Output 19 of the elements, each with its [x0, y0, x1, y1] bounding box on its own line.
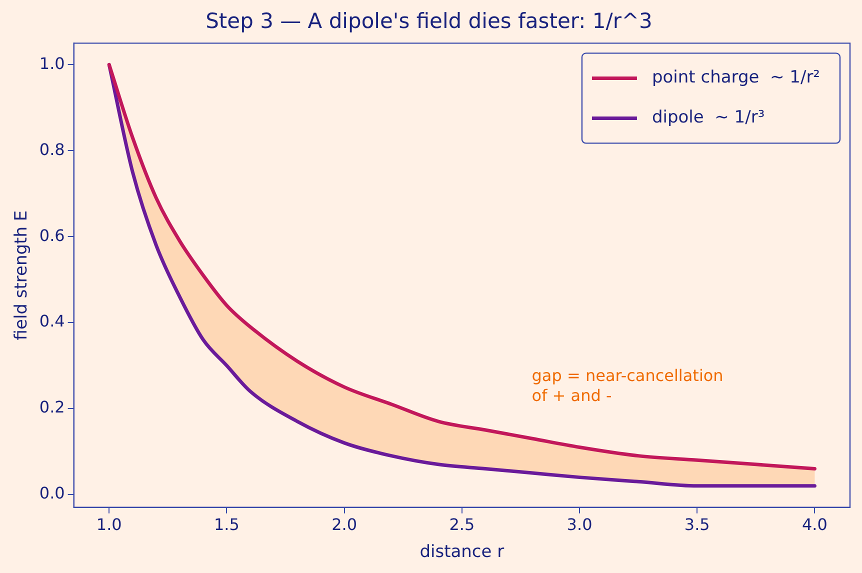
legend-label: dipole ~ 1/r³ — [652, 108, 765, 128]
annotation: gap = near-cancellation of + and - — [532, 366, 724, 405]
x-tick-label: 3.0 — [566, 515, 592, 534]
legend-label: point charge ~ 1/r² — [652, 68, 820, 88]
x-tick-label: 2.0 — [332, 515, 358, 534]
chart-title: Step 3 — A dipole's field dies faster: 1/r^3 — [206, 9, 652, 34]
x-tick-label: 1.5 — [214, 515, 240, 534]
x-tick-label: 2.5 — [449, 515, 475, 534]
y-tick-label: 1.0 — [39, 54, 65, 73]
y-tick-label: 0.4 — [39, 312, 65, 331]
y-tick-label: 0.0 — [39, 484, 65, 503]
y-tick-label: 0.2 — [39, 398, 65, 417]
y-tick-label: 0.6 — [39, 226, 65, 245]
x-axis-title: distance r — [420, 542, 504, 562]
x-tick-label: 3.5 — [684, 515, 710, 534]
x-tick-label: 4.0 — [802, 515, 828, 534]
x-tick-label: 1.0 — [96, 515, 122, 534]
y-axis-title: field strength E — [12, 210, 32, 340]
y-tick-label: 0.8 — [39, 140, 65, 159]
